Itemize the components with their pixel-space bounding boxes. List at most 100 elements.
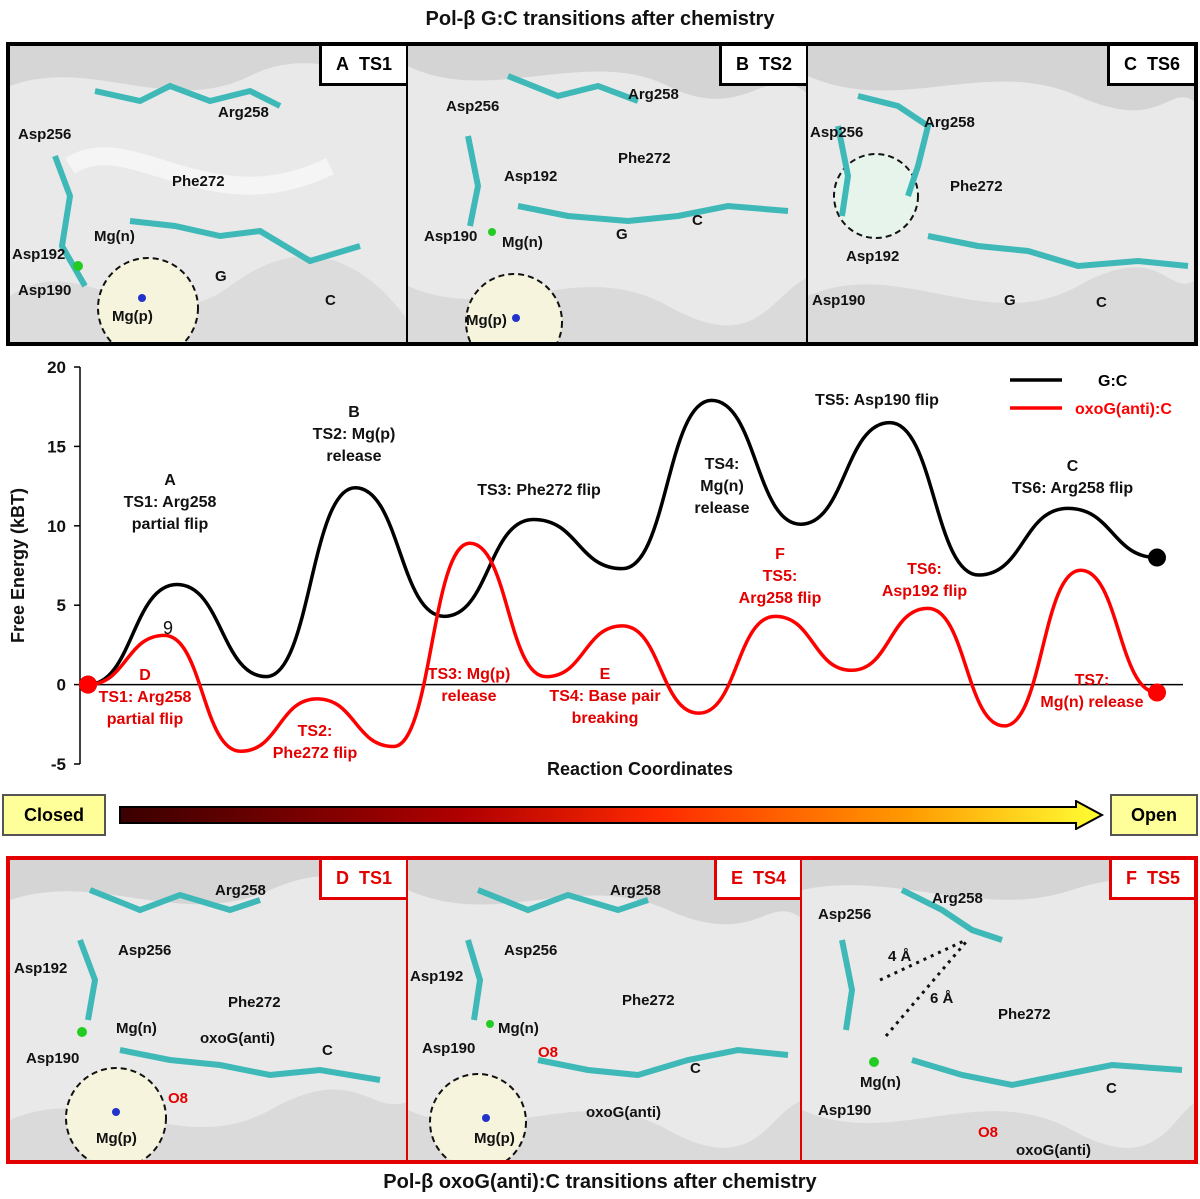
open-label: Open [1110, 794, 1198, 836]
label-phe272: Phe272 [622, 992, 675, 1009]
label-mgn: Mg(n) [498, 1020, 539, 1037]
label-phe272: Phe272 [618, 150, 671, 167]
panel-c: Asp256 Arg258 Phe272 Asp192 Asp190 G C C… [806, 42, 1198, 346]
panel-a-structure [10, 46, 406, 342]
panel-f-structure [802, 860, 1194, 1160]
annotation-gc-ts3: TS3: Phe272 flip [477, 482, 601, 499]
label-mgn: Mg(n) [502, 234, 543, 251]
label-asp256: Asp256 [18, 126, 72, 143]
legend-oxog-label: oxoG(anti):C [1075, 401, 1172, 418]
closed-label: Closed [2, 794, 106, 836]
annotation-oxog-ts7: TS7: Mg(n) release [1040, 672, 1144, 711]
label-asp192: Asp192 [504, 168, 558, 185]
label-g: G [1004, 292, 1016, 309]
label-4a: 4 Å [888, 948, 912, 965]
label-asp190: Asp190 [818, 1102, 872, 1119]
label-g: G [616, 226, 628, 243]
y-tick-label: 0 [57, 676, 66, 695]
label-mgn: Mg(n) [860, 1074, 901, 1091]
panel-e: Arg258 Asp256 Asp192 Phe272 Mg(n) Asp190… [406, 856, 802, 1164]
label-asp256: Asp256 [818, 906, 872, 923]
label-asp256: Asp256 [504, 942, 558, 959]
label-oxog: oxoG(anti) [200, 1030, 275, 1047]
label-asp190: Asp190 [18, 282, 72, 299]
panel-a-tag: A TS1 [318, 46, 406, 86]
panel-b-structure [408, 46, 806, 342]
annotation-gc-ts2: B TS2: Mg(p) release [312, 404, 396, 465]
label-c: C [690, 1060, 701, 1077]
panel-e-structure [408, 860, 800, 1160]
label-phe272: Phe272 [998, 1006, 1051, 1023]
annotation-oxog-ts3: TS3: Mg(p) release [427, 666, 511, 705]
panel-b-tag: B TS2 [718, 46, 806, 86]
label-asp192: Asp192 [12, 246, 66, 263]
x-axis-label: Reaction Coordinates [547, 759, 733, 779]
y-tick-label: 15 [47, 437, 66, 456]
series-gc-line [87, 398, 1158, 687]
closed-open-arrow [119, 800, 1105, 830]
label-o8: O8 [978, 1124, 999, 1141]
annotation-oxog-ts2: TS2: Phe272 flip [272, 723, 358, 762]
annotation-oxog-ts1: D TS1: Arg258 partial flip [98, 667, 192, 728]
annotation-gc-ts6: C TS6: Arg258 flip [1011, 458, 1134, 497]
label-c: C [692, 212, 703, 229]
label-oxog: oxoG(anti) [1016, 1142, 1091, 1159]
label-asp192: Asp192 [846, 248, 900, 265]
label-6a: 6 Å [930, 990, 954, 1007]
label-asp190: Asp190 [424, 228, 478, 245]
label-asp192: Asp192 [14, 960, 68, 977]
annotation-gc-ts1: A TS1: Arg258 partial flip [123, 472, 217, 533]
annotation-gc-ts4: TS4: Mg(n) release [694, 456, 750, 517]
annotation-extra: 9 [163, 618, 174, 638]
series-end-point [1148, 683, 1166, 702]
y-tick-label: 10 [47, 517, 66, 536]
label-phe272: Phe272 [172, 173, 225, 190]
label-asp190: Asp190 [812, 292, 866, 309]
panel-f-tag: F TS5 [1108, 860, 1194, 900]
label-asp192: Asp192 [410, 968, 464, 985]
annotation-gc-ts5: TS5: Asp190 flip [815, 392, 939, 409]
label-mgn: Mg(n) [116, 1020, 157, 1037]
label-c: C [325, 292, 336, 309]
label-arg258: Arg258 [628, 86, 679, 103]
panel-d: Arg258 Asp256 Asp192 Phe272 Mg(n) oxoG(a… [6, 856, 408, 1164]
annotation-oxog-ts5: F TS5: Arg258 flip [738, 546, 822, 607]
panel-c-tag: C TS6 [1106, 46, 1194, 86]
label-asp190: Asp190 [422, 1040, 476, 1057]
label-mgp: Mg(p) [96, 1130, 137, 1147]
label-arg258: Arg258 [932, 890, 983, 907]
label-arg258: Arg258 [610, 882, 661, 899]
annotation-oxog-ts6: TS6: Asp192 flip [881, 561, 968, 600]
panel-f: Asp256 Arg258 4 Å 6 Å Phe272 Mg(n) Asp19… [800, 856, 1198, 1164]
y-tick-label: 5 [57, 596, 66, 615]
label-mgp: Mg(p) [474, 1130, 515, 1147]
y-tick-label: 20 [47, 358, 66, 377]
series-start-point [79, 675, 97, 694]
label-phe272: Phe272 [228, 994, 281, 1011]
label-o8: O8 [538, 1044, 559, 1061]
label-mgp: Mg(p) [112, 308, 153, 325]
annotation-oxog-ts4: E TS4: Base pair breaking [549, 666, 661, 727]
label-asp190: Asp190 [26, 1050, 80, 1067]
panel-d-structure [10, 860, 406, 1160]
label-mgn: Mg(n) [94, 228, 135, 245]
label-oxog: oxoG(anti) [586, 1104, 661, 1121]
panel-c-structure [808, 46, 1194, 342]
label-g: G [215, 268, 227, 285]
label-mgp: Mg(p) [466, 312, 507, 329]
series-end-point [1148, 548, 1166, 567]
label-arg258: Arg258 [924, 114, 975, 131]
label-c: C [1106, 1080, 1117, 1097]
panel-a: Asp256 Arg258 Phe272 Mg(n) Asp192 Asp190… [6, 42, 408, 346]
label-arg258: Arg258 [215, 882, 266, 899]
label-c: C [322, 1042, 333, 1059]
panel-d-tag: D TS1 [318, 860, 406, 900]
y-axis-label: Free Energy (kBT) [8, 488, 28, 643]
label-arg258: Arg258 [218, 104, 269, 121]
label-phe272: Phe272 [950, 178, 1003, 195]
panel-e-tag: E TS4 [713, 860, 800, 900]
label-asp256: Asp256 [118, 942, 172, 959]
label-o8: O8 [168, 1090, 189, 1107]
label-asp256: Asp256 [446, 98, 500, 115]
series-oxog-line [87, 541, 1158, 754]
